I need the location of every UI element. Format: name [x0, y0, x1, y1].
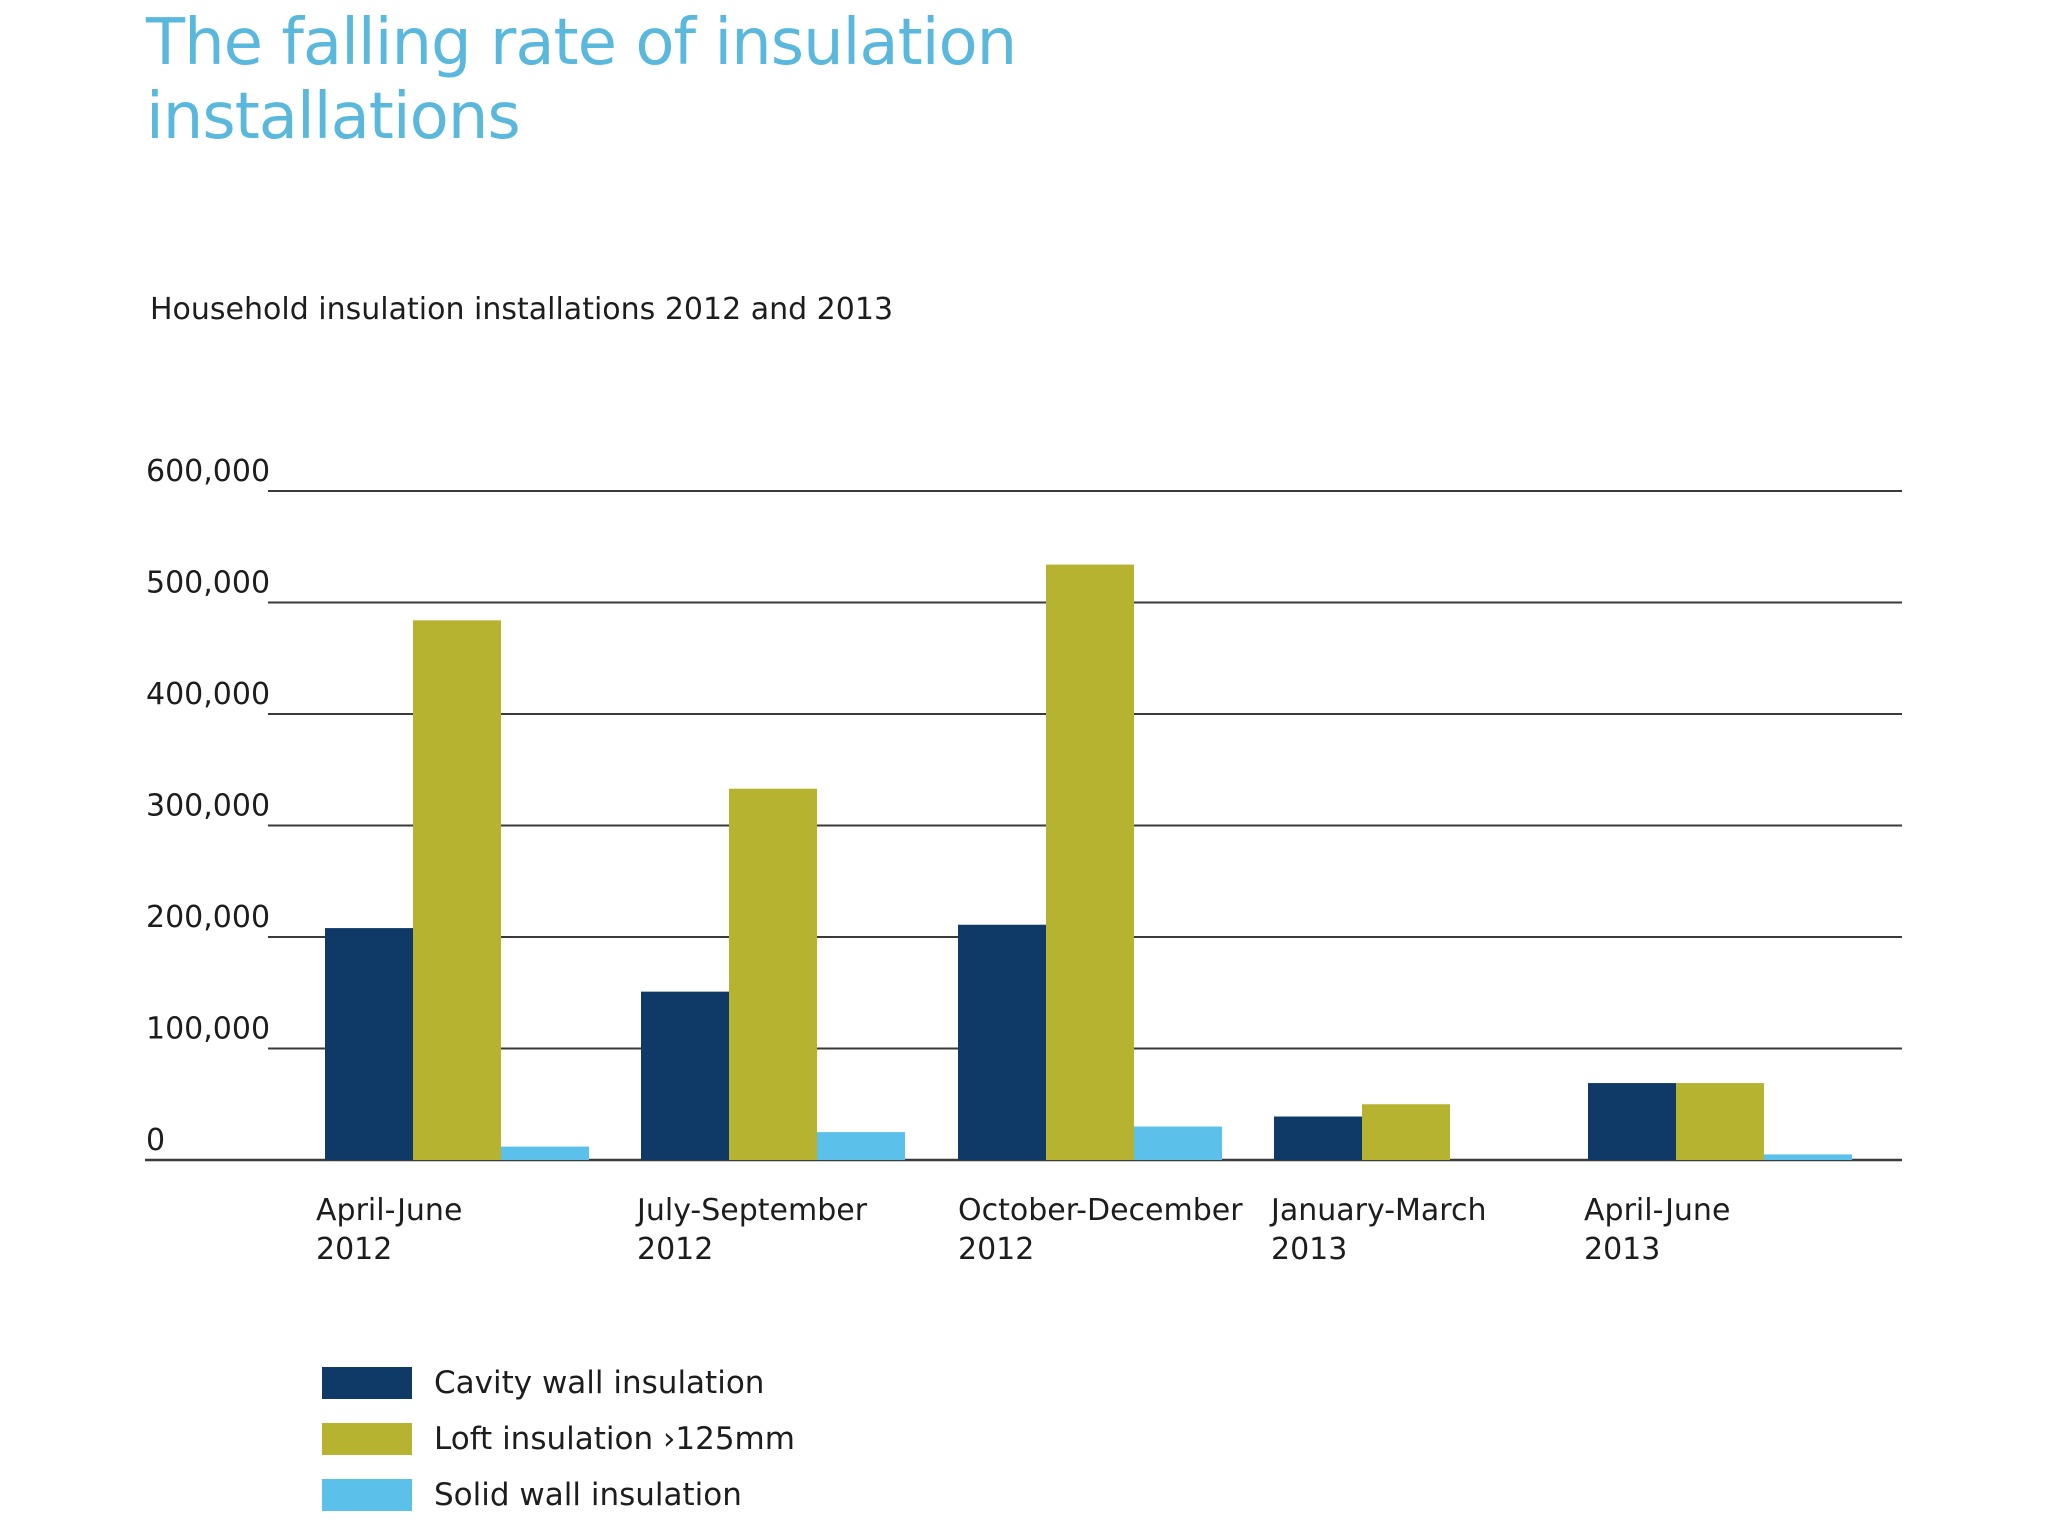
legend-swatch-loft	[322, 1423, 412, 1455]
legend-item-solid-wall: Solid wall insulation	[322, 1467, 795, 1523]
x-category-label: April-June 2013	[1584, 1193, 1730, 1267]
y-tick-label: 600,000	[146, 454, 270, 489]
y-tick-label: 500,000	[146, 566, 270, 601]
y-tick-label: 300,000	[146, 789, 270, 824]
bar-solid-wall	[1134, 1126, 1222, 1160]
x-axis-labels: April-June 2012 July-September 2012 October-…	[316, 1193, 1730, 1267]
y-tick-label: 200,000	[146, 900, 270, 935]
legend: Cavity wall insulation Loft insulation ›…	[322, 1355, 795, 1523]
y-axis-ticks: 0 100,000 200,000 300,000 400,000 500,000 600,…	[146, 454, 270, 1158]
x-category-label: January-March 2013	[1269, 1193, 1486, 1267]
legend-item-loft: Loft insulation ›125mm	[322, 1411, 795, 1467]
legend-swatch-cavity-wall	[322, 1367, 412, 1399]
bar-loft	[1676, 1083, 1764, 1160]
bar-cavity-wall	[641, 991, 729, 1160]
bar-chart: 0 100,000 200,000 300,000 400,000 500,000 600,…	[145, 454, 1902, 1267]
bar-loft	[1046, 564, 1134, 1160]
bar-loft	[413, 620, 501, 1160]
legend-item-cavity-wall: Cavity wall insulation	[322, 1355, 795, 1411]
page-title: The falling rate of insulation installat…	[146, 6, 1017, 154]
x-category-label: April-June 2012	[316, 1193, 462, 1267]
bar-cavity-wall	[1274, 1116, 1362, 1160]
x-category-label: July-September 2012	[635, 1193, 868, 1267]
legend-label-loft: Loft insulation ›125mm	[434, 1421, 795, 1457]
y-tick-label: 0	[146, 1123, 165, 1158]
bar-cavity-wall	[958, 924, 1046, 1160]
legend-label-solid-wall: Solid wall insulation	[434, 1477, 742, 1513]
bar-solid-wall	[501, 1146, 589, 1160]
chart-subtitle: Household insulation installations 2012 …	[150, 292, 894, 327]
bars	[325, 564, 1852, 1160]
bar-solid-wall	[1764, 1154, 1852, 1160]
x-category-label: October-December 2012	[958, 1193, 1243, 1267]
legend-swatch-solid-wall	[322, 1479, 412, 1511]
legend-label-cavity-wall: Cavity wall insulation	[434, 1365, 765, 1401]
bar-loft	[729, 788, 817, 1160]
bar-loft	[1362, 1104, 1450, 1160]
bar-solid-wall	[817, 1132, 905, 1160]
bar-cavity-wall	[325, 928, 413, 1160]
y-tick-label: 100,000	[146, 1012, 270, 1047]
y-tick-label: 400,000	[146, 677, 270, 712]
bar-cavity-wall	[1588, 1083, 1676, 1160]
